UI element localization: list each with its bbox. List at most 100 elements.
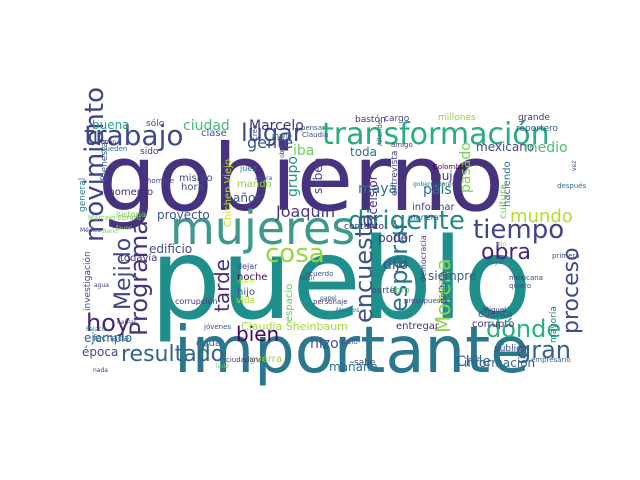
- cloud-word: acuerdo: [305, 270, 333, 278]
- cloud-word: ahora: [255, 175, 273, 182]
- cloud-word: manera: [408, 213, 439, 222]
- cloud-word: resultado: [121, 342, 224, 367]
- cloud-word: general: [78, 178, 88, 212]
- cloud-word: encuesta: [350, 213, 378, 323]
- cloud-word: ciudadano: [226, 356, 262, 364]
- cloud-word: agua: [94, 282, 109, 289]
- cloud-word: tiempo: [473, 215, 564, 245]
- cloud-word: país: [423, 182, 452, 198]
- cloud-word: hizo: [310, 336, 339, 352]
- cloud-word: entrevista: [390, 151, 400, 196]
- cloud-word: años: [233, 191, 262, 205]
- cloud-word: Marcelo: [249, 118, 304, 134]
- cloud-word: mayoría: [549, 306, 559, 343]
- cloud-word: vez: [571, 161, 578, 171]
- cloud-word: parte: [371, 286, 395, 296]
- cloud-word: personaje: [313, 298, 348, 306]
- cloud-word: Chile: [456, 354, 491, 370]
- cloud-word: diario: [101, 228, 118, 235]
- cloud-word: época: [82, 345, 118, 359]
- cloud-word: bien: [236, 322, 279, 346]
- cloud-word: pasado: [458, 142, 474, 193]
- cloud-word: nada: [93, 367, 108, 374]
- cloud-word: dijo: [383, 257, 408, 273]
- cloud-word: siempre: [428, 269, 476, 283]
- cloud-word: buena: [92, 118, 130, 132]
- cloud-word: mayor: [485, 259, 505, 266]
- cloud-word: duda: [196, 338, 221, 349]
- cloud-word: maya: [358, 181, 397, 197]
- cloud-word: cosa: [265, 239, 325, 269]
- cloud-word: presupuesto: [404, 297, 447, 305]
- cloud-word: obrador: [279, 134, 286, 158]
- cloud-word: después: [557, 182, 587, 190]
- cloud-word: gente: [247, 133, 293, 152]
- cloud-word: toda: [350, 145, 377, 159]
- cloud-word: Joaquín: [275, 202, 335, 221]
- cloud-word: corrupción: [175, 296, 217, 306]
- cloud-word: Marcelo Ebrard: [88, 214, 141, 222]
- cloud-word: hablar: [117, 319, 137, 326]
- cloud-word: dirigente: [348, 206, 465, 236]
- cloud-word: dio: [497, 241, 506, 248]
- cloud-word: vida: [236, 296, 255, 306]
- cloud-word: mañana: [329, 360, 378, 374]
- cloud-word: público: [494, 344, 527, 354]
- cloud-word: momento: [105, 187, 153, 198]
- cloud-word: contento: [344, 222, 384, 232]
- cloud-word: hora: [181, 182, 204, 193]
- cloud-word: Excélsior: [366, 175, 380, 229]
- cloud-word: Colombia: [433, 163, 466, 171]
- cloud-word: México: [80, 227, 101, 234]
- cloud-word: millones: [438, 113, 476, 123]
- cloud-word: sido: [140, 147, 159, 157]
- cloud-word: bastón: [355, 114, 386, 125]
- cloud-word: saben: [311, 158, 325, 194]
- cloud-word: proyecto: [157, 208, 210, 222]
- cloud-word: poder: [378, 231, 413, 245]
- cloud-word: guerra: [249, 354, 282, 365]
- cloud-word: transformación: [322, 117, 550, 152]
- cloud-word: obra: [481, 240, 531, 265]
- cloud-word: edificio: [149, 242, 192, 256]
- cloud-word: oficio: [339, 338, 358, 346]
- cloud-word: papel: [320, 295, 337, 302]
- cloud-word: jóvenes: [203, 323, 231, 331]
- cloud-word: juez: [239, 164, 256, 173]
- cloud-word: Palacio: [86, 326, 107, 333]
- cloud-word: mujeres: [170, 201, 355, 255]
- cloud-word: informar: [412, 202, 456, 213]
- cloud-word: movimiento: [80, 87, 110, 242]
- cloud-word: dónde: [486, 315, 561, 343]
- cloud-word: mundo: [510, 206, 573, 227]
- cloud-word: Miguel: [483, 306, 506, 314]
- cloud-word: espacio: [284, 284, 295, 322]
- cloud-word: tarde: [210, 259, 234, 312]
- cloud-word: empresario: [531, 356, 571, 364]
- cloud-word: primera: [552, 252, 580, 260]
- cloud-word: creo: [251, 125, 259, 140]
- cloud-word: cuenta: [478, 309, 512, 320]
- cloud-word: Claudia: [302, 131, 328, 139]
- cloud-word: investigación: [82, 251, 93, 311]
- cloud-word: decir: [300, 275, 315, 282]
- cloud-word: mando: [237, 179, 272, 190]
- cloud-word: cargo: [384, 114, 410, 124]
- cloud-word: grupo: [285, 156, 301, 197]
- cloud-word: medio: [524, 140, 568, 156]
- cloud-word: favor: [116, 225, 132, 232]
- cloud-word: democracia: [419, 235, 428, 282]
- cloud-word: dejar: [237, 262, 258, 271]
- cloud-word: ciudad: [183, 118, 230, 134]
- cloud-word: información: [464, 356, 535, 370]
- cloud-word: corrupto: [472, 319, 514, 330]
- cloud-word: pensar: [301, 124, 325, 132]
- cloud-word: mexicana: [509, 274, 543, 282]
- cloud-word: Bienestar: [100, 138, 110, 181]
- cloud-word: Mejido: [111, 238, 136, 310]
- cloud-word: pueblo: [150, 215, 532, 345]
- cloud-word: mismo: [179, 173, 213, 184]
- cloud-word: entregar: [396, 321, 440, 332]
- cloud-word: gran: [516, 336, 571, 364]
